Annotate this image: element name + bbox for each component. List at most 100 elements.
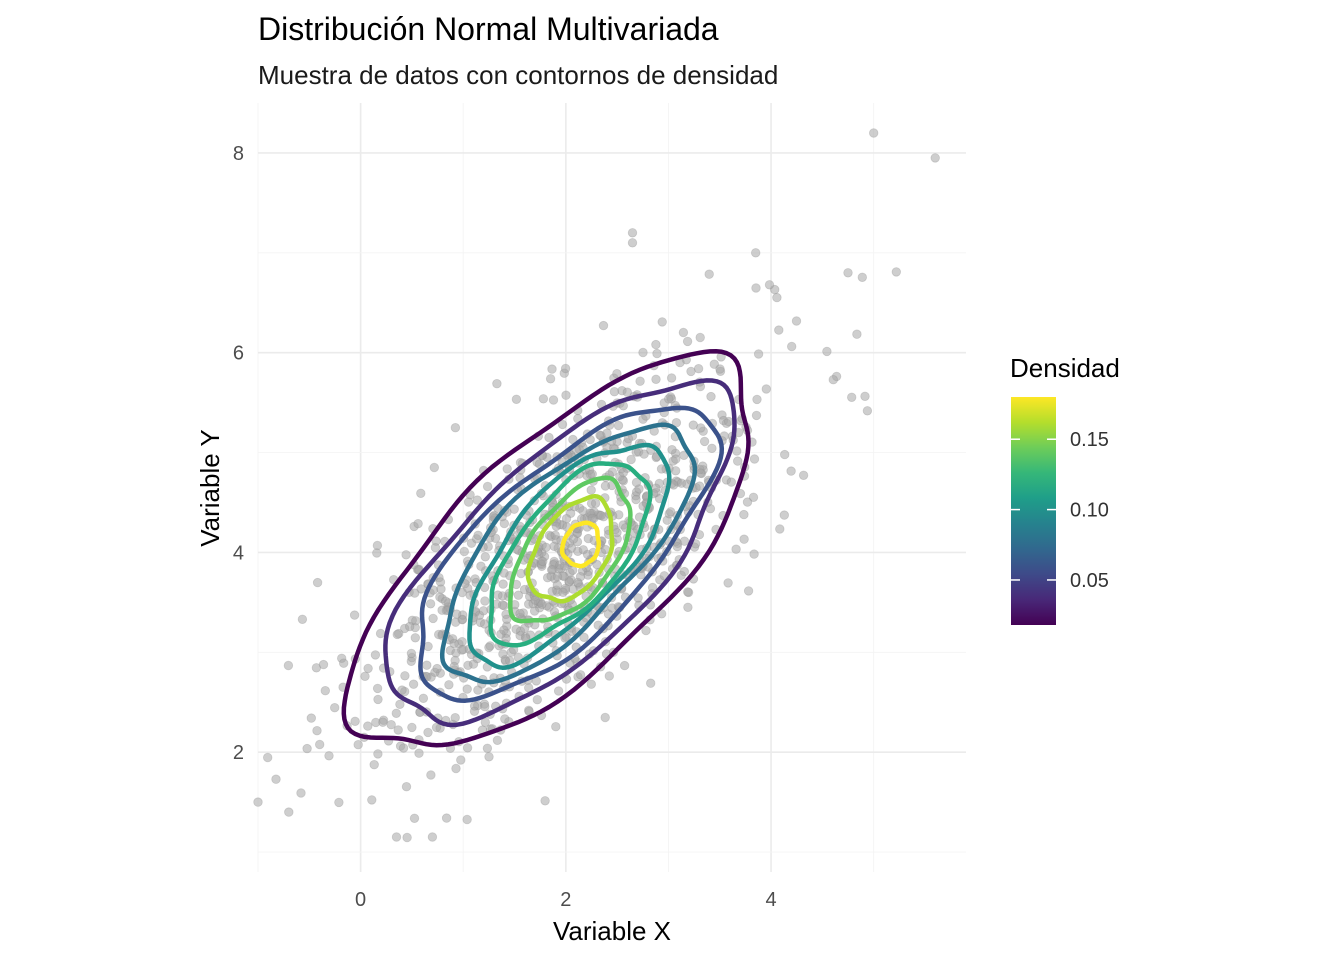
scatter-point — [586, 485, 596, 495]
scatter-point — [671, 418, 682, 428]
scatter-point — [296, 788, 306, 798]
scatter-point — [739, 509, 749, 520]
scatter-point — [451, 763, 461, 774]
scatter-point — [598, 320, 609, 331]
scatter-point — [552, 572, 563, 582]
axis-ticks: 0 2 4 2 4 6 8 — [233, 143, 777, 911]
scatter-point — [578, 506, 588, 516]
scatter-point — [764, 280, 775, 290]
scatter-point — [752, 394, 762, 405]
scatter-point — [626, 454, 636, 465]
scatter-point — [600, 712, 610, 723]
scatter-point — [413, 519, 423, 529]
scatter-point — [561, 390, 571, 400]
scatter-point — [498, 579, 508, 589]
scatter-point — [330, 703, 340, 713]
scatter-point — [499, 625, 509, 635]
scatter-point — [406, 648, 417, 659]
scatter-point — [511, 624, 521, 634]
scatter-point — [639, 449, 649, 459]
scatter-point — [469, 706, 480, 717]
scatter-point — [432, 663, 442, 674]
scatter-point — [798, 470, 809, 481]
scatter-point — [480, 596, 490, 606]
scatter-point — [263, 752, 273, 763]
scatter-point — [441, 813, 452, 823]
density-contour — [439, 422, 698, 685]
scatter-point — [553, 686, 564, 696]
scatter-point — [679, 536, 690, 546]
legend-tick-label: 0.05 — [1070, 570, 1109, 592]
legend: Densidad 0.05 0.10 0.15 — [1010, 353, 1120, 625]
scatter-point — [723, 578, 733, 588]
scatter-point — [869, 128, 879, 138]
scatter-point — [787, 341, 797, 352]
scatter-point — [402, 832, 412, 843]
scatter-point — [709, 359, 720, 369]
scatter-point — [699, 436, 710, 447]
scatter-point — [484, 642, 494, 653]
scatter-point — [695, 468, 706, 478]
scatter-point — [456, 755, 466, 765]
scatter-point — [602, 428, 612, 438]
scatter-point — [549, 541, 559, 552]
scatter-point — [431, 722, 442, 733]
scatter-point — [561, 514, 572, 524]
scatter-point — [671, 454, 681, 464]
scatter-point — [515, 608, 525, 619]
scatter-point — [772, 292, 782, 303]
scatter-point — [324, 751, 334, 761]
scatter-point — [704, 269, 714, 279]
scatter-point — [502, 464, 512, 474]
scatter-point — [544, 432, 554, 443]
scatter-point — [407, 722, 417, 733]
scatter-point — [400, 671, 410, 681]
scatter-point — [363, 721, 373, 731]
scatter-point — [386, 720, 396, 730]
scatter-point — [748, 492, 759, 503]
scatter-point — [409, 813, 420, 824]
scatter-point — [493, 590, 503, 600]
scatter-point — [540, 796, 550, 806]
scatter-point — [652, 348, 662, 359]
scatter-point — [302, 743, 312, 754]
scatter-point — [398, 743, 409, 753]
scatter-point — [706, 391, 716, 402]
scatter-point — [579, 632, 589, 643]
scatter-point — [715, 364, 725, 374]
scatter-point — [753, 349, 764, 359]
scatter-point — [857, 272, 868, 283]
scatter-point — [253, 797, 263, 807]
scatter-point — [532, 695, 543, 705]
scatter-point — [541, 542, 551, 553]
scatter-point — [891, 267, 902, 277]
scatter-point — [678, 327, 689, 338]
density-contour — [488, 461, 653, 648]
scatter-point — [546, 565, 557, 575]
scatter-point — [733, 456, 743, 466]
scatter-point — [422, 660, 432, 670]
scatter-point — [373, 749, 383, 759]
scatter-point — [401, 550, 411, 560]
scatter-point — [431, 536, 441, 546]
scatter-point — [547, 364, 557, 374]
scatter-point — [726, 477, 737, 487]
scatter-point — [353, 740, 363, 750]
scatter-point — [930, 153, 940, 163]
scatter-point — [548, 395, 559, 405]
density-contour — [508, 475, 633, 624]
scatter-point — [271, 774, 281, 784]
scatter-point — [476, 561, 486, 571]
scatter-point — [391, 832, 402, 842]
scatter-point — [450, 423, 461, 433]
scatter-point — [573, 577, 583, 588]
scatter-point — [490, 533, 501, 544]
scatter-point — [664, 394, 674, 404]
scatter-point — [349, 610, 360, 620]
scatter-point — [739, 534, 749, 544]
scatter-point — [683, 602, 693, 613]
scatter-point — [497, 600, 508, 610]
scatter-point — [414, 748, 424, 758]
scatter-point — [749, 454, 760, 464]
